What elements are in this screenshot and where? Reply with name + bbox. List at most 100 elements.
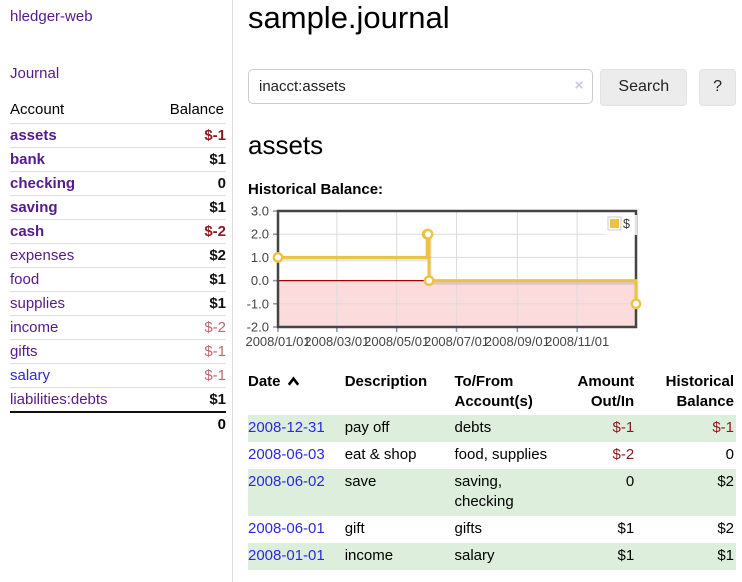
account-row: checking 0 — [10, 171, 226, 196]
sidebar-account-link-assets[interactable]: assets — [10, 127, 57, 144]
register-date-link[interactable]: 2008-01-01 — [248, 546, 325, 564]
svg-text:2008/09/01: 2008/09/01 — [485, 334, 550, 349]
sidebar-account-link-salary[interactable]: salary — [10, 367, 51, 384]
account-balance: $-1 — [147, 339, 226, 364]
register-accounts: saving, checking — [454, 472, 514, 510]
svg-text:2008/11/01: 2008/11/01 — [545, 334, 609, 349]
account-balance: $1 — [147, 387, 226, 412]
svg-text:1.0: 1.0 — [251, 250, 269, 265]
balance-column-header-register: Historical Balance — [665, 372, 734, 410]
svg-text:$: $ — [623, 217, 630, 231]
sidebar-account-link-cash[interactable]: cash — [10, 223, 45, 240]
clear-search-icon[interactable]: × — [574, 76, 584, 94]
account-row: cash $-2 — [10, 219, 226, 244]
register-description: save — [344, 472, 377, 490]
accounts-total-spacer — [10, 411, 148, 436]
sidebar-account-link-bank[interactable]: bank — [10, 151, 46, 168]
svg-text:-2.0: -2.0 — [247, 319, 269, 334]
register-balance: $1 — [717, 546, 734, 564]
sidebar-account-link-income[interactable]: income — [10, 319, 59, 336]
sidebar-item-journal[interactable]: Journal — [10, 65, 60, 82]
account-row: bank $1 — [10, 147, 226, 172]
account-row: gifts $-1 — [10, 339, 226, 364]
register-accounts: salary — [454, 546, 495, 564]
register-accounts: gifts — [454, 519, 483, 537]
search-input-wrap: × — [248, 68, 594, 106]
account-row: liabilities:debts $1 — [10, 387, 226, 412]
account-row: income $-2 — [10, 315, 226, 340]
historical-balance-chart[interactable]: $3.0 2.0 1.0 0.0 -1.0 -2.0 2008/01/01 2008/03/0… — [245, 203, 736, 355]
date-column-header[interactable]: Date — [248, 370, 345, 415]
register-accounts: food, supplies — [454, 445, 548, 463]
sidebar-account-link-saving[interactable]: saving — [10, 199, 58, 216]
register-date-cell: 2008-01-01 — [248, 543, 345, 570]
sidebar-account-link-food[interactable]: food — [10, 271, 40, 288]
account-balance: $-2 — [147, 219, 226, 244]
svg-text:2008/07/01: 2008/07/01 — [424, 334, 489, 349]
brand-link[interactable]: hledger-web — [10, 8, 93, 25]
account-balance: $1 — [147, 195, 226, 220]
sidebar-account-link-expenses[interactable]: expenses — [10, 247, 75, 264]
main-content: sample.journal × Search ? assets Histori… — [233, 0, 742, 582]
account-name-cell: supplies — [10, 291, 148, 316]
account-balance: $2 — [147, 243, 226, 268]
register-amount: $1 — [617, 546, 635, 564]
sidebar-account-link-gifts[interactable]: gifts — [10, 343, 38, 360]
sidebar: hledger-web Journal Account Balance asse… — [0, 0, 233, 582]
account-balance: $1 — [147, 291, 226, 316]
svg-text:2008/01/01: 2008/01/01 — [245, 334, 310, 349]
register-amount: $1 — [617, 519, 635, 537]
sidebar-accounts-table: Account Balance assets $-1 bank $1 checking 0… — [10, 98, 226, 436]
register-description: gift — [344, 519, 365, 537]
account-row: supplies $1 — [10, 291, 226, 316]
account-balance: $1 — [147, 267, 226, 292]
register-date-cell: 2008-12-31 — [248, 415, 345, 442]
register-date-link[interactable]: 2008-06-01 — [248, 519, 325, 537]
account-name-cell: income — [10, 315, 148, 340]
sort-ascending-icon — [287, 376, 299, 386]
account-name-cell: cash — [10, 219, 148, 244]
chart-title: Historical Balance: — [248, 180, 384, 198]
svg-text:0.0: 0.0 — [251, 273, 269, 288]
help-button[interactable]: ? — [699, 68, 736, 106]
account-name-cell: bank — [10, 147, 148, 172]
register-date-link[interactable]: 2008-06-03 — [248, 445, 325, 463]
search-input[interactable] — [248, 68, 594, 104]
sidebar-account-link-supplies[interactable]: supplies — [10, 295, 66, 312]
account-name-cell: food — [10, 267, 148, 292]
account-row: food $1 — [10, 267, 226, 292]
accounts-column-header: To/From Account(s) — [454, 372, 533, 410]
register-table: Date Description To/From Account(s) Amou… — [248, 370, 736, 570]
register-date-cell: 2008-06-02 — [248, 469, 345, 516]
register-row: 2008-06-03 eat & shop food, supplies $-2 0 — [248, 442, 736, 469]
register-description: income — [344, 546, 394, 564]
svg-text:2.0: 2.0 — [251, 227, 269, 242]
search-button[interactable]: Search — [600, 68, 688, 106]
description-column-header: Description — [344, 372, 428, 390]
sidebar-account-link-liabilities-debts[interactable]: liabilities:debts — [10, 391, 108, 408]
amount-column-header: Amount Out/In — [577, 372, 635, 410]
search-form: × Search ? — [248, 68, 736, 106]
date-column-label: Date — [248, 372, 281, 390]
chart-legend: $ — [605, 214, 637, 235]
register-row: 2008-06-01 gift gifts $1 $2 — [248, 516, 736, 543]
register-date-cell: 2008-06-03 — [248, 442, 345, 469]
svg-text:2008/05/01: 2008/05/01 — [364, 334, 429, 349]
register-date-link[interactable]: 2008-12-31 — [248, 418, 325, 436]
svg-text:-1.0: -1.0 — [247, 296, 269, 311]
balance-column-header: Balance — [169, 101, 224, 118]
register-balance: $2 — [717, 472, 734, 490]
sidebar-account-link-checking[interactable]: checking — [10, 175, 76, 192]
account-row: saving $1 — [10, 195, 226, 220]
account-balance: $-1 — [147, 123, 226, 148]
register-date-cell: 2008-06-01 — [248, 516, 345, 543]
register-header-row: Date Description To/From Account(s) Amou… — [248, 370, 736, 415]
register-row: 2008-06-02 save saving, checking 0 $2 — [248, 468, 736, 516]
register-date-link[interactable]: 2008-06-02 — [248, 472, 325, 490]
register-row: 2008-01-01 income salary $1 $1 — [248, 542, 736, 570]
register-amount: $-1 — [612, 418, 635, 436]
register-balance: $2 — [717, 519, 734, 537]
account-name-cell: gifts — [10, 339, 148, 364]
accounts-total-row: 0 — [10, 411, 226, 436]
